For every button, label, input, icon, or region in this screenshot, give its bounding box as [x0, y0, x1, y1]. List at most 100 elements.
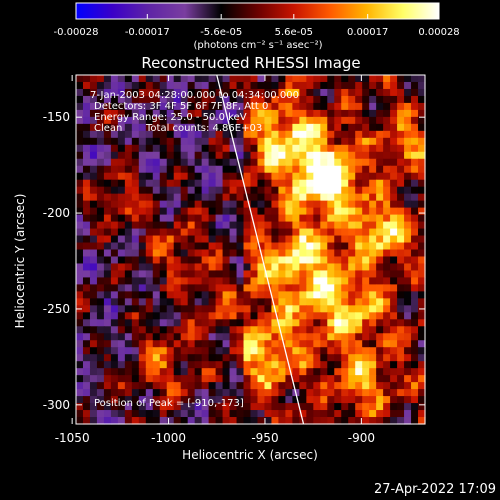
heatmap-cell [397, 186, 405, 195]
heatmap-cell [110, 312, 119, 320]
heatmap-cell [306, 130, 314, 139]
heatmap-cell [194, 410, 203, 418]
heatmap-cell [264, 228, 273, 237]
heatmap-cell [110, 333, 119, 341]
heatmap-cell [278, 214, 286, 223]
heatmap-cell [208, 347, 217, 355]
heatmap-cell [229, 368, 238, 376]
heatmap-cell [348, 319, 356, 327]
heatmap-cell [166, 165, 175, 174]
heatmap-cell [341, 326, 349, 334]
heatmap-cell [327, 165, 335, 174]
heatmap-cell [229, 186, 238, 195]
heatmap-cell [278, 256, 286, 265]
heatmap-cell [117, 123, 126, 132]
heatmap-cell [257, 396, 266, 404]
heatmap-cell [257, 81, 266, 90]
heatmap-cell [404, 221, 412, 230]
heatmap-cell [76, 235, 84, 244]
heatmap-cell [89, 291, 98, 299]
heatmap-cell [320, 228, 328, 237]
heatmap-cell [236, 256, 245, 265]
heatmap-cell [208, 81, 217, 90]
heatmap-cell [145, 81, 154, 90]
heatmap-cell [82, 130, 91, 139]
heatmap-cell [376, 179, 384, 188]
heatmap-cell [299, 340, 307, 348]
heatmap-cell [348, 368, 356, 376]
heatmap-cell [117, 102, 126, 111]
heatmap-cell [404, 172, 412, 181]
heatmap-cell [369, 389, 377, 397]
heatmap-cell [117, 158, 126, 167]
heatmap-cell [187, 410, 196, 418]
heatmap-cell [194, 263, 203, 272]
heatmap-cell [194, 389, 203, 397]
heatmap-cell [348, 75, 356, 83]
heatmap-cell [76, 375, 84, 383]
heatmap-cell [341, 207, 349, 216]
heatmap-cell [194, 179, 203, 188]
heatmap-cell [187, 151, 196, 160]
heatmap-cell [418, 228, 426, 237]
heatmap-cell [124, 326, 133, 334]
heatmap-cell [355, 172, 363, 181]
heatmap-cell [257, 417, 266, 425]
heatmap-cell [362, 312, 370, 320]
heatmap-cell [201, 123, 210, 132]
heatmap-cell [229, 256, 238, 265]
heatmap-cell [229, 410, 238, 418]
heatmap-cell [96, 291, 105, 299]
heatmap-cell [292, 102, 300, 111]
heatmap-cell [229, 242, 238, 251]
heatmap-cell [292, 88, 300, 97]
heatmap-cell [96, 137, 105, 146]
heatmap-cell [110, 368, 119, 376]
heatmap-cell [404, 123, 412, 132]
heatmap-cell [124, 165, 133, 174]
heatmap-cell [341, 172, 349, 181]
heatmap-cell [271, 284, 280, 292]
heatmap-cell [208, 95, 217, 104]
heatmap-cell [278, 305, 286, 313]
heatmap-cell [145, 228, 154, 237]
heatmap-cell [285, 354, 293, 362]
heatmap-cell [243, 340, 252, 348]
heatmap-cell [152, 410, 161, 418]
heatmap-cell [348, 375, 356, 383]
heatmap-cell [313, 340, 321, 348]
heatmap-cell [180, 214, 189, 223]
heatmap-cell [369, 158, 377, 167]
heatmap-cell [250, 298, 259, 306]
heatmap-cell [131, 95, 140, 104]
heatmap-cell [397, 277, 405, 285]
heatmap-cell [292, 228, 300, 237]
heatmap-cell [362, 389, 370, 397]
heatmap-cell [271, 200, 280, 209]
heatmap-cell [145, 151, 154, 160]
heatmap-cell [369, 361, 377, 369]
heatmap-cell [397, 375, 405, 383]
heatmap-cell [306, 193, 314, 202]
heatmap-cell [278, 221, 286, 230]
heatmap-cell [418, 382, 426, 390]
heatmap-cell [82, 137, 91, 146]
heatmap-cell [369, 144, 377, 153]
heatmap-cell [320, 221, 328, 230]
heatmap-cell [376, 221, 384, 230]
heatmap-cell [110, 361, 119, 369]
heatmap-cell [89, 396, 98, 404]
heatmap-cell [124, 235, 133, 244]
heatmap-cell [348, 116, 356, 125]
heatmap-cell [82, 410, 91, 418]
heatmap-cell [201, 130, 210, 139]
heatmap-cell [89, 186, 98, 195]
heatmap-cell [376, 158, 384, 167]
heatmap-cell [299, 375, 307, 383]
heatmap-cell [180, 354, 189, 362]
heatmap-cell [285, 270, 293, 279]
heatmap-cell [418, 88, 426, 97]
heatmap-cell [166, 396, 175, 404]
heatmap-cell [257, 354, 266, 362]
heatmap-cell [145, 165, 154, 174]
